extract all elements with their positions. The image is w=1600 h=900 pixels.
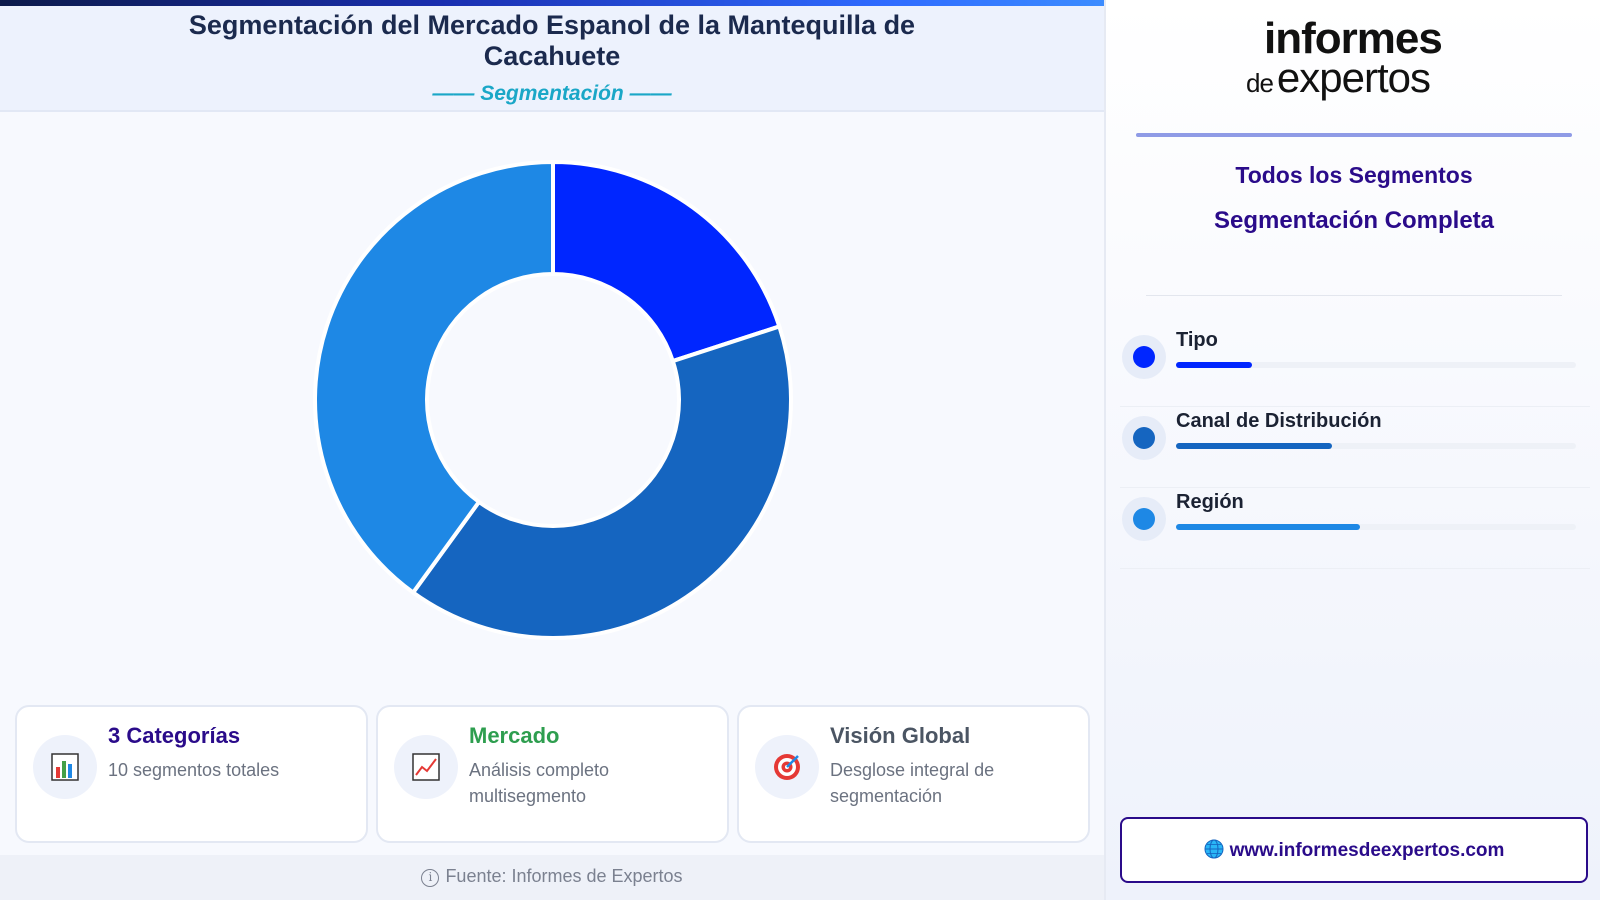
card-categories: 3 Categorías 10 segmentos totales — [15, 705, 368, 843]
logo-line2: deexpertos — [1246, 54, 1431, 102]
sidebar-title: Todos los Segmentos — [1235, 162, 1473, 188]
sidebar: informes deexpertos Todos los Segmentos … — [1104, 0, 1600, 900]
card-market: Mercado Análisis completo multisegmento — [376, 705, 729, 843]
legend-bar-fill — [1176, 362, 1252, 368]
donut-slice-región[interactable] — [313, 159, 555, 596]
legend-bar-track — [1176, 443, 1576, 449]
legend-label: Canal de Distribución — [1176, 410, 1382, 432]
summary-cards: 3 Categorías 10 segmentos totales Mercad… — [15, 705, 1090, 843]
card-title: Visión Global — [830, 723, 971, 748]
donut-slice-tipo[interactable] — [551, 159, 782, 364]
sidebar-divider — [1136, 133, 1572, 137]
logo-word: expertos — [1276, 54, 1431, 101]
info-icon: i — [421, 869, 440, 887]
donut-slice-canal-de-distribución[interactable] — [410, 323, 793, 640]
brand-logo: informes deexpertos — [1246, 14, 1486, 104]
legend-label: Tipo — [1176, 329, 1218, 351]
donut-chart-area — [0, 114, 1104, 694]
legend-label: Región — [1176, 491, 1244, 513]
card-desc: Desglose integral de segmentación — [830, 760, 995, 806]
chart-subtitle: —— Segmentación —— — [432, 82, 672, 105]
legend-item-region[interactable]: Región — [1120, 491, 1590, 569]
globe-icon — [1204, 839, 1224, 859]
card-title: 3 Categorías — [108, 723, 241, 748]
chart-header: Segmentación del Mercado Espanol de la M… — [0, 6, 1104, 112]
chart-title: Segmentación del Mercado Espanol de la M… — [188, 10, 916, 71]
card-title: Mercado — [469, 723, 560, 748]
donut-chart — [313, 159, 793, 640]
website-text: www.informesdeexpertos.com — [1229, 840, 1505, 861]
card-desc: Análisis completo multisegmento — [469, 760, 610, 806]
target-icon — [755, 735, 819, 799]
line-chart-icon — [394, 735, 458, 799]
legend-dot — [1133, 427, 1155, 449]
legend-bar-track — [1176, 524, 1576, 530]
main-panel: Segmentación del Mercado Espanol de la M… — [0, 0, 1104, 900]
legend-item-canal[interactable]: Canal de Distribución — [1120, 410, 1590, 488]
bar-chart-icon — [33, 735, 97, 799]
legend-item-tipo[interactable]: Tipo — [1120, 329, 1590, 407]
logo-line1: informes — [1264, 14, 1443, 63]
sidebar-divider-thin — [1146, 295, 1562, 296]
legend-dot — [1133, 346, 1155, 368]
legend-dot — [1133, 508, 1155, 530]
legend-bar-fill — [1176, 524, 1360, 530]
website-link[interactable]: www.informesdeexpertos.com — [1120, 817, 1588, 883]
card-desc: 10 segmentos totales — [108, 760, 280, 780]
source-text: Fuente: Informes de Expertos — [445, 866, 683, 886]
sidebar-subtitle: Segmentación Completa — [1213, 207, 1495, 234]
legend-bar-fill — [1176, 443, 1332, 449]
logo-prefix: de — [1246, 68, 1274, 98]
source-footer: i Fuente: Informes de Expertos — [0, 855, 1104, 900]
card-global-vision: Visión Global Desglose integral de segme… — [737, 705, 1090, 843]
top-accent-bar — [0, 0, 1104, 6]
legend-bar-track — [1176, 362, 1576, 368]
